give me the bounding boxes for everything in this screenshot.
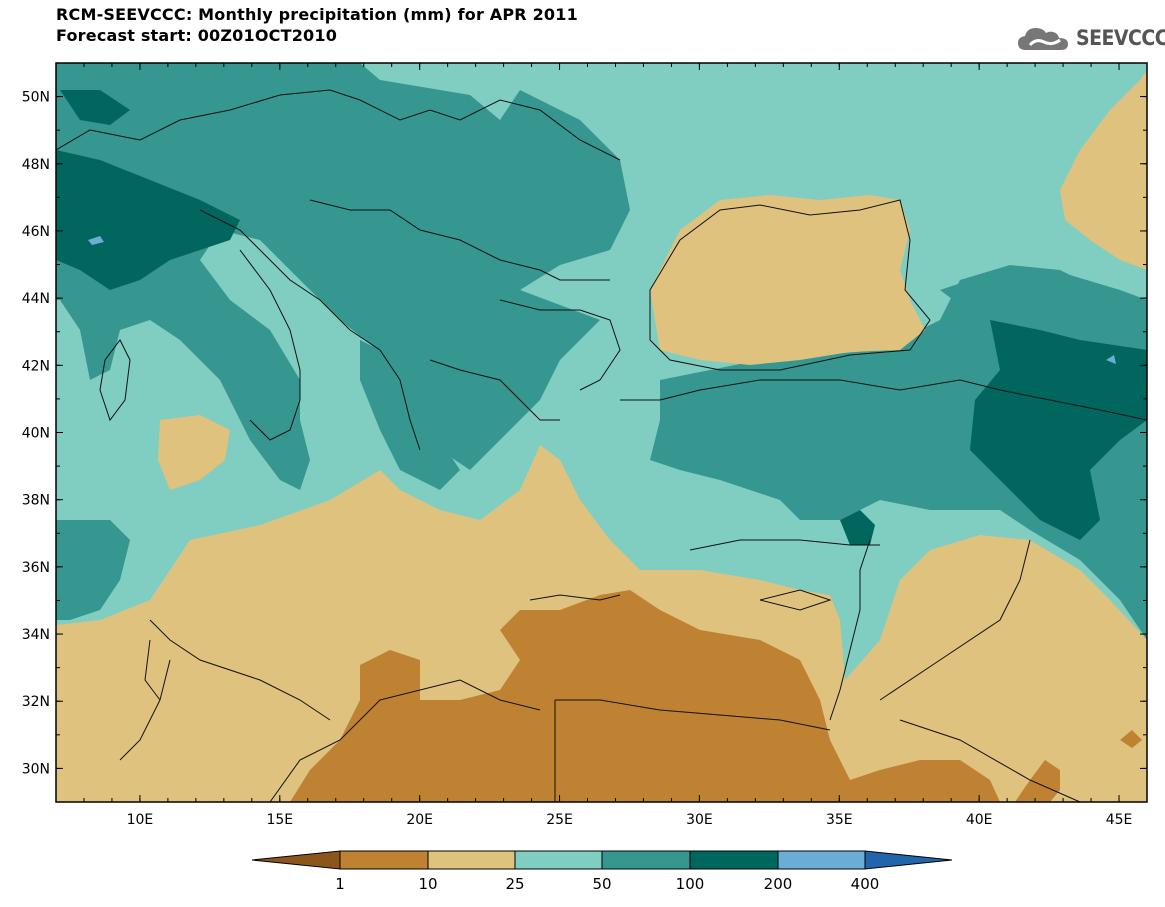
colorbar-gt400	[864, 850, 953, 870]
colorbar-label: 50	[592, 875, 611, 893]
precip-100-200-caucasus	[970, 320, 1147, 540]
lat-label: 30N	[22, 761, 50, 777]
precip-200-400-spot-2	[1106, 355, 1116, 364]
borders	[56, 89, 1147, 802]
lon-label: 40E	[966, 812, 993, 828]
colorbar-label: 10	[418, 875, 437, 893]
precip-100-200-north	[60, 90, 130, 125]
logo-text: SEEVCCC	[1076, 26, 1165, 50]
lon-label: 45E	[1106, 812, 1133, 828]
precip-100-200-alps	[56, 150, 240, 290]
lon-label: 10E	[127, 812, 154, 828]
cloud-icon	[1018, 28, 1068, 50]
latitude-labels: 50N 48N 46N 44N 42N 40N 38N 36N 34N 32N 30N	[22, 90, 50, 778]
map-title: RCM-SEEVCCC: Monthly precipitation (mm) …	[56, 5, 578, 24]
lat-label: 40N	[22, 426, 50, 442]
colorbar-label: 100	[676, 875, 705, 893]
precip-1-10-libya-egypt	[290, 590, 1000, 802]
lat-label: 34N	[22, 627, 50, 643]
precip-field	[56, 63, 1147, 802]
colorbar-100-200	[689, 850, 779, 870]
colorbar-50-100	[601, 850, 691, 870]
lat-label: 38N	[22, 493, 50, 509]
lat-label: 50N	[22, 90, 50, 106]
precip-50-100-caucasus	[940, 270, 1147, 340]
precip-1-10-spot	[1120, 730, 1142, 748]
colorbar-10-25	[427, 850, 516, 870]
axis-ticks	[55, 62, 1148, 803]
colorbar-1-10	[339, 850, 429, 870]
lat-label: 32N	[22, 694, 50, 710]
precip-1-10-arabia	[1015, 760, 1060, 802]
colorbar-label: 25	[505, 875, 524, 893]
precip-10-25-blacksea	[650, 195, 925, 365]
precip-10-25-east	[1060, 70, 1147, 270]
colorbar-label: 1	[335, 875, 345, 893]
colorbar-label: 200	[764, 875, 793, 893]
precip-50-100-tyrrhenian	[210, 310, 310, 490]
longitude-labels: 10E 15E 20E 25E 30E 35E 40E 45E	[127, 812, 1133, 828]
colorbar-label: 400	[851, 875, 880, 893]
precip-200-400-spot-1	[88, 236, 104, 245]
colorbar-lt1	[251, 850, 341, 870]
precip-10-25-sardinia	[158, 415, 230, 490]
lat-label: 42N	[22, 358, 50, 374]
colorbar-25-50	[514, 850, 603, 870]
lon-label: 15E	[266, 812, 293, 828]
lon-label: 20E	[406, 812, 433, 828]
colorbar-200-400	[777, 850, 866, 870]
lon-label: 35E	[826, 812, 853, 828]
lon-label: 30E	[686, 812, 713, 828]
lat-label: 44N	[22, 291, 50, 307]
lat-label: 48N	[22, 157, 50, 173]
seevccc-logo: SEEVCCC	[1016, 24, 1165, 54]
forecast-start-label: Forecast start: 00Z01OCT2010	[56, 26, 338, 45]
precip-50-100-alps	[56, 63, 630, 470]
precip-100-200-taurus	[840, 510, 875, 545]
lat-label: 36N	[22, 560, 50, 576]
precip-50-100-balkans-south	[360, 340, 460, 490]
lat-label: 46N	[22, 224, 50, 240]
colorbar: 1 10 25 50 100 200 400	[251, 850, 953, 893]
precip-50-100-west-med	[56, 520, 130, 620]
lon-label: 25E	[546, 812, 573, 828]
